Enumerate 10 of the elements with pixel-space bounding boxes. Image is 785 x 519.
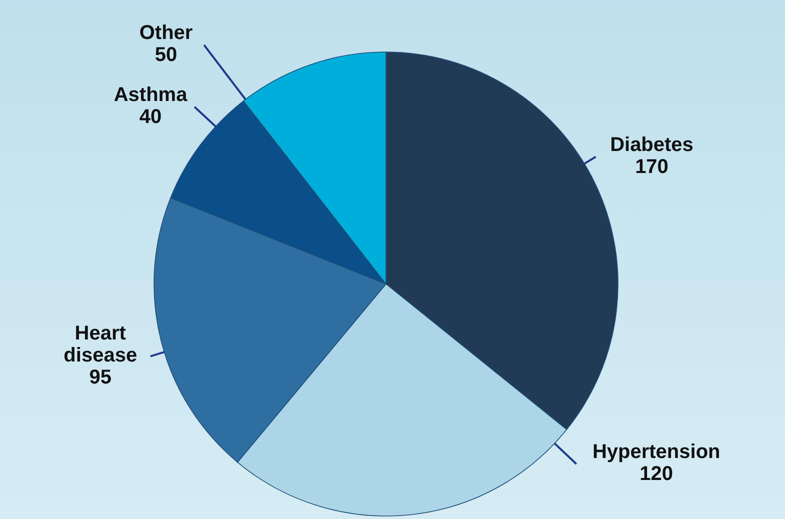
slice-label: Heart disease (64, 322, 138, 366)
data-label: 50 (154, 44, 178, 66)
slice-label: Asthma (114, 84, 188, 106)
data-label: 40 (139, 106, 162, 128)
data-label: 95 (89, 366, 112, 388)
slice-label: Other (139, 22, 193, 44)
data-label: 170 (635, 156, 668, 178)
data-label: 120 (640, 463, 674, 485)
slice-label: Diabetes (610, 134, 694, 156)
slice-label: Hypertension (592, 441, 720, 463)
